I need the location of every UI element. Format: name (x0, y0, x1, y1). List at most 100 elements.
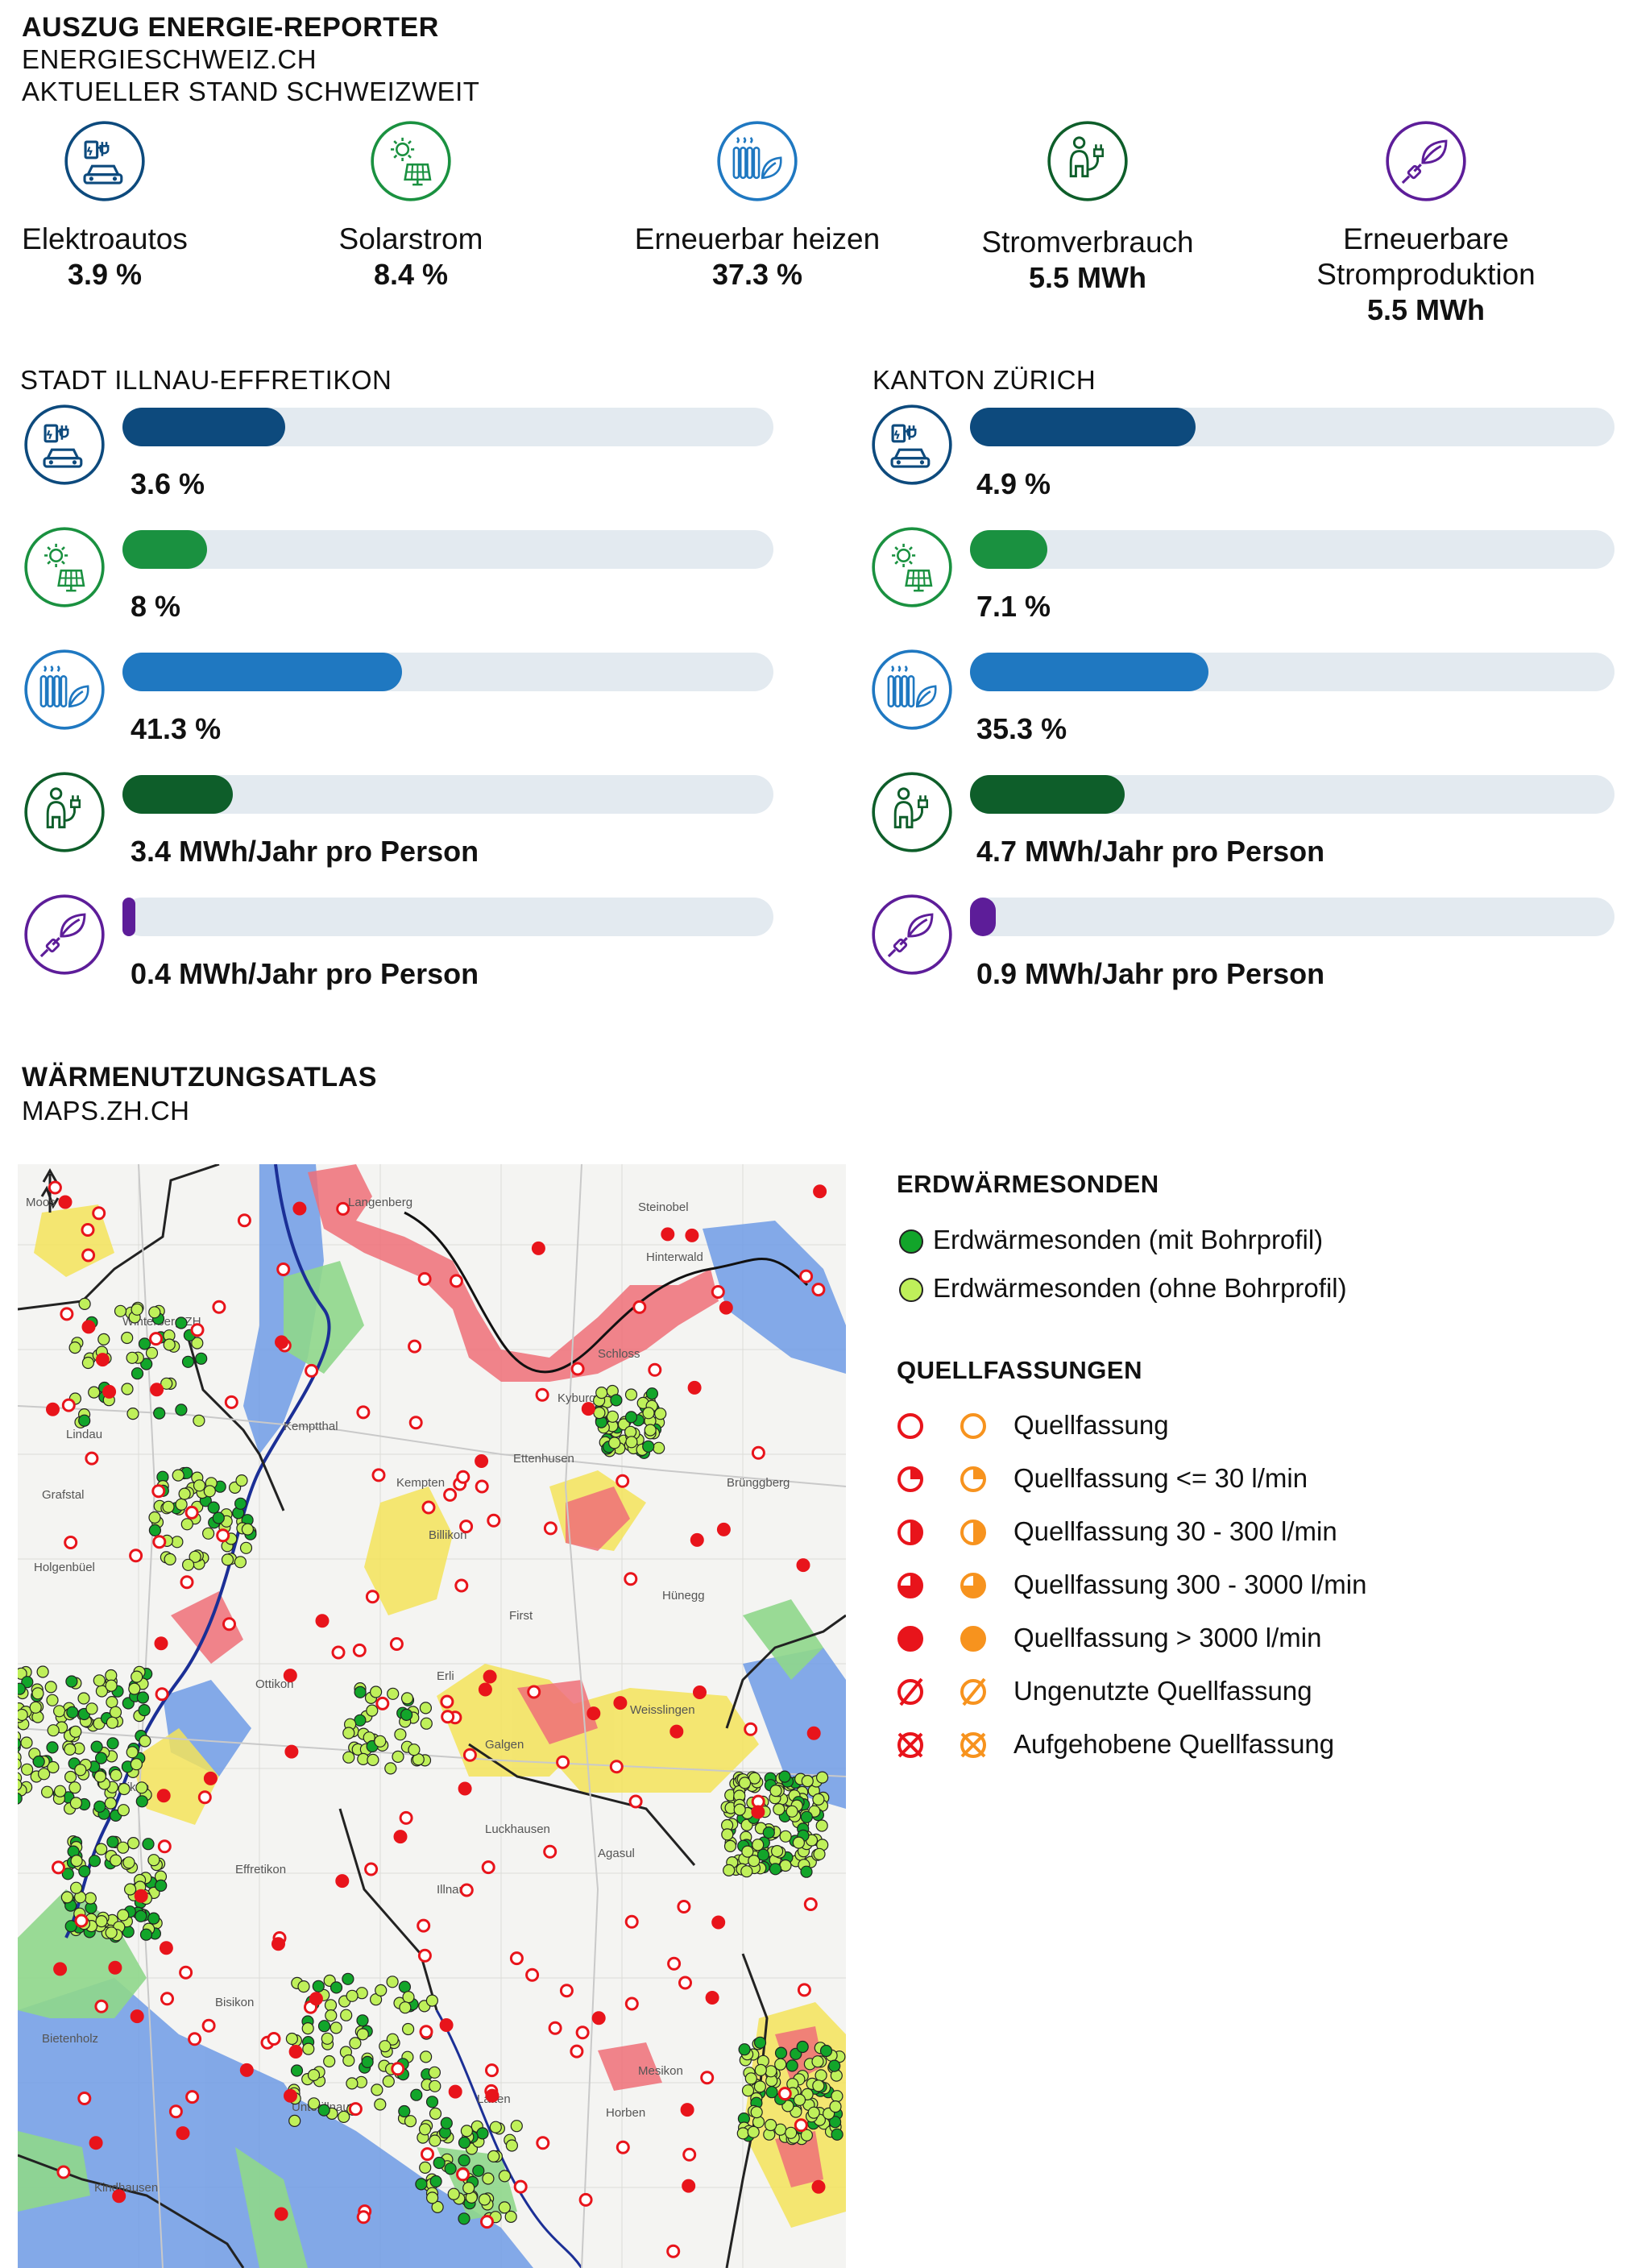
quellfassung-marker[interactable] (711, 1915, 726, 1930)
erdwaermesonde-marker[interactable] (180, 1518, 193, 1531)
erdwaermesonde-marker[interactable] (172, 1469, 184, 1482)
quellfassung-marker[interactable] (408, 1339, 422, 1354)
erdwaermesonde-marker[interactable] (235, 1474, 248, 1487)
quellfassung-marker[interactable] (803, 1897, 818, 1911)
erdwaermesonde-marker[interactable] (64, 1770, 77, 1784)
erdwaermesonde-marker[interactable] (138, 1337, 151, 1350)
erdwaermesonde-marker[interactable] (77, 1692, 90, 1705)
erdwaermesonde-marker[interactable] (349, 2037, 362, 2050)
erdwaermesonde-marker[interactable] (64, 1743, 77, 1756)
erdwaermesonde-marker[interactable] (458, 2212, 470, 2225)
quellfassung-marker[interactable] (616, 2140, 630, 2154)
quellfassung-marker[interactable] (356, 1405, 371, 1420)
erdwaermesonde-marker[interactable] (624, 1425, 637, 1438)
erdwaermesonde-marker[interactable] (317, 2020, 331, 2033)
quellfassung-marker[interactable] (661, 1227, 675, 1242)
erdwaermesonde-marker[interactable] (398, 1980, 411, 1993)
quellfassung-marker[interactable] (716, 1522, 731, 1536)
quellfassung-marker[interactable] (575, 2025, 590, 2040)
erdwaermesonde-marker[interactable] (504, 2210, 517, 2224)
quellfassung-marker[interactable] (548, 2021, 562, 2035)
erdwaermesonde-marker[interactable] (195, 1352, 208, 1365)
erdwaermesonde-marker[interactable] (44, 1681, 57, 1694)
quellfassung-marker[interactable] (485, 2088, 499, 2103)
quellfassung-marker[interactable] (475, 1454, 489, 1468)
erdwaermesonde-marker[interactable] (410, 2088, 423, 2101)
erdwaermesonde-marker[interactable] (419, 2161, 432, 2175)
erdwaermesonde-marker[interactable] (642, 1440, 655, 1453)
erdwaermesonde-marker[interactable] (402, 1991, 415, 2004)
quellfassung-marker[interactable] (61, 1398, 76, 1412)
erdwaermesonde-marker[interactable] (420, 2050, 433, 2063)
erdwaermesonde-marker[interactable] (121, 1331, 134, 1345)
quellfassung-marker[interactable] (160, 1992, 174, 2006)
erdwaermesonde-marker[interactable] (68, 1781, 81, 1794)
quellfassung-marker[interactable] (134, 1889, 148, 1903)
erdwaermesonde-marker[interactable] (482, 2172, 495, 2185)
quellfassung-marker[interactable] (680, 2103, 694, 2117)
quellfassung-marker[interactable] (509, 1951, 524, 1966)
erdwaermesonde-marker[interactable] (723, 1839, 737, 1853)
erdwaermesonde-marker[interactable] (398, 2104, 411, 2118)
erdwaermesonde-marker[interactable] (754, 2063, 767, 2077)
erdwaermesonde-marker[interactable] (785, 2126, 798, 2139)
erdwaermesonde-marker[interactable] (831, 2090, 844, 2103)
quellfassung-marker[interactable] (155, 1687, 169, 1702)
erdwaermesonde-marker[interactable] (47, 1724, 60, 1737)
erdwaermesonde-marker[interactable] (342, 1972, 354, 1985)
quellfassung-marker[interactable] (456, 1470, 470, 1484)
erdwaermesonde-marker[interactable] (136, 1691, 149, 1704)
erdwaermesonde-marker[interactable] (354, 1685, 367, 1698)
quellfassung-marker[interactable] (419, 2025, 433, 2039)
erdwaermesonde-marker[interactable] (37, 1768, 51, 1781)
erdwaermesonde-marker[interactable] (106, 1835, 119, 1848)
erdwaermesonde-marker[interactable] (69, 1725, 82, 1739)
quellfassung-marker[interactable] (485, 2063, 499, 2078)
erdwaermesonde-marker[interactable] (828, 2059, 841, 2072)
quellfassung-marker[interactable] (806, 1726, 821, 1740)
erdwaermesonde-marker[interactable] (774, 2046, 788, 2059)
quellfassung-marker[interactable] (559, 1984, 574, 1998)
erdwaermesonde-marker[interactable] (155, 1879, 168, 1893)
quellfassung-marker[interactable] (74, 1913, 89, 1928)
erdwaermesonde-marker[interactable] (142, 1838, 155, 1851)
erdwaermesonde-marker[interactable] (131, 1367, 144, 1380)
erdwaermesonde-marker[interactable] (324, 1999, 338, 2012)
erdwaermesonde-marker[interactable] (18, 1682, 26, 1695)
erdwaermesonde-marker[interactable] (765, 2065, 777, 2078)
quellfassung-marker[interactable] (391, 2062, 405, 2076)
quellfassung-marker[interactable] (129, 1549, 143, 1563)
erdwaermesonde-marker[interactable] (371, 2083, 383, 2096)
erdwaermesonde-marker[interactable] (106, 1695, 118, 1709)
erdwaermesonde-marker[interactable] (831, 2128, 844, 2141)
quellfassung-marker[interactable] (483, 1669, 497, 1684)
quellfassung-marker[interactable] (335, 1874, 350, 1889)
erdwaermesonde-marker[interactable] (32, 1755, 45, 1768)
erdwaermesonde-marker[interactable] (104, 1797, 117, 1810)
quellfassung-marker[interactable] (441, 1710, 455, 1724)
erdwaermesonde-marker[interactable] (748, 1772, 761, 1785)
quellfassung-marker[interactable] (85, 1451, 99, 1466)
erdwaermesonde-marker[interactable] (175, 1498, 188, 1511)
erdwaermesonde-marker[interactable] (163, 1338, 176, 1351)
erdwaermesonde-marker[interactable] (800, 1865, 813, 1878)
erdwaermesonde-marker[interactable] (346, 2077, 359, 2090)
quellfassung-marker[interactable] (449, 1274, 463, 1288)
erdwaermesonde-marker[interactable] (175, 1316, 188, 1329)
erdwaermesonde-marker[interactable] (721, 1828, 734, 1841)
quellfassung-marker[interactable] (130, 2009, 144, 2024)
erdwaermesonde-marker[interactable] (90, 1740, 103, 1753)
quellfassung-marker[interactable] (94, 1999, 109, 2013)
erdwaermesonde-marker[interactable] (813, 1847, 826, 1860)
quellfassung-marker[interactable] (203, 1771, 218, 1785)
erdwaermesonde-marker[interactable] (110, 1854, 122, 1867)
erdwaermesonde-marker[interactable] (801, 1774, 814, 1788)
quellfassung-marker[interactable] (89, 2136, 103, 2150)
quellfassung-marker[interactable] (591, 2011, 606, 2025)
erdwaermesonde-marker[interactable] (135, 1795, 148, 1808)
quellfassung-marker[interactable] (151, 1484, 166, 1499)
erdwaermesonde-marker[interactable] (738, 1777, 752, 1789)
erdwaermesonde-marker[interactable] (60, 1891, 74, 1904)
quellfassung-marker[interactable] (154, 1636, 168, 1651)
erdwaermesonde-marker[interactable] (753, 2080, 767, 2093)
